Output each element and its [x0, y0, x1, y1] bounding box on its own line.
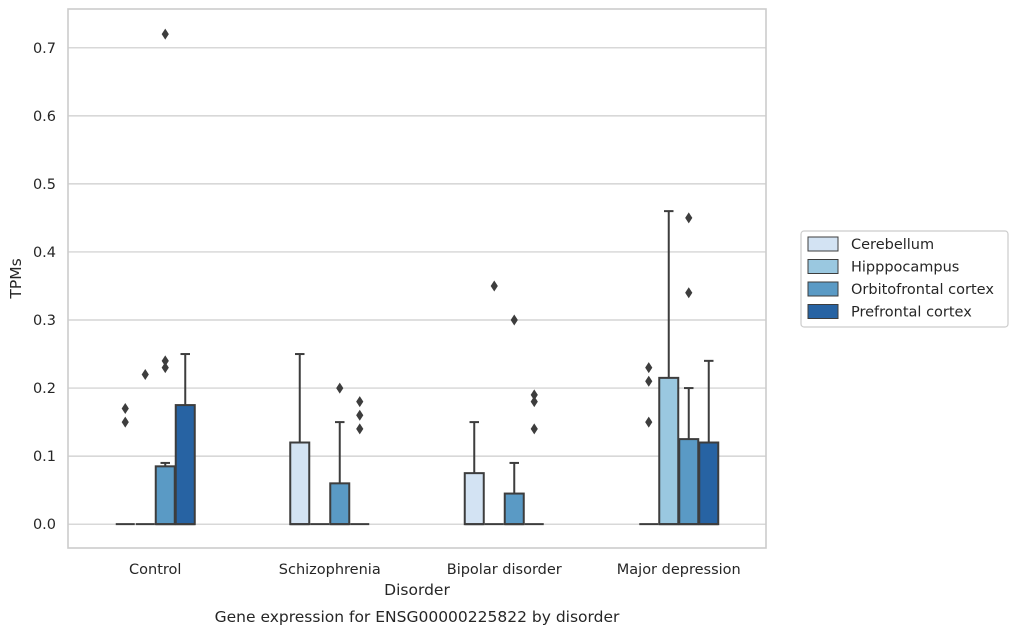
chart-caption: Gene expression for ENSG00000225822 by d…	[215, 608, 620, 626]
legend-label: Prefrontal cortex	[851, 305, 972, 321]
box-orbitofrontal-cortex	[154, 461, 176, 526]
plot-frame	[67, 8, 767, 549]
legend-swatch	[807, 281, 839, 297]
y-tick-label: 0.6	[33, 109, 56, 125]
x-tick-label: Bipolar disorder	[447, 562, 562, 578]
outlier-point	[121, 416, 129, 428]
outlier-point	[336, 382, 344, 394]
box-orbitofrontal-cortex	[329, 421, 351, 526]
outlier-point	[356, 409, 364, 421]
legend-frame	[800, 230, 1009, 328]
outlier-point	[141, 368, 149, 380]
y-tick-label: 0.4	[33, 245, 56, 261]
legend-label: Cerebellum	[851, 237, 934, 253]
y-tick-label: 0.3	[33, 313, 56, 329]
outlier-point	[645, 416, 653, 428]
legend: Cerebellum Hipppocampus Orbitofrontal cort…	[800, 230, 1009, 328]
y-axis-label: TPMs	[7, 258, 25, 299]
x-tick-label: Control	[129, 562, 181, 578]
outlier-point	[530, 389, 538, 401]
box-body	[329, 482, 351, 526]
legend-swatch	[807, 259, 839, 274]
y-tick-label: 0.2	[33, 381, 56, 397]
outlier-point	[161, 355, 169, 367]
box-series	[115, 210, 720, 526]
legend-label: Orbitofrontal cortex	[851, 282, 994, 298]
outlier-point	[356, 396, 364, 408]
box-prefrontal-cortex	[174, 353, 196, 526]
box-orbitofrontal-cortex	[678, 387, 700, 526]
box-orbitofrontal-cortex	[503, 461, 525, 526]
outlier-point	[645, 375, 653, 387]
outlier-point	[510, 314, 518, 326]
box-cerebellum	[289, 353, 311, 526]
box-body	[698, 441, 720, 526]
legend-items: Cerebellum Hipppocampus Orbitofrontal cort…	[807, 236, 994, 321]
outlier-point	[685, 212, 693, 224]
outlier-point	[685, 287, 693, 299]
y-tick-labels: 0.0 0.1 0.2 0.3 0.4 0.5 0.6 0.7	[33, 41, 56, 533]
box-body	[503, 492, 525, 526]
x-tick-labels: Control Schizophrenia Bipolar disorder Majo…	[129, 562, 741, 578]
outlier-point	[645, 362, 653, 374]
outlier-point	[490, 280, 498, 292]
box-cerebellum	[463, 421, 485, 526]
outlier-point	[530, 423, 538, 435]
box-body	[174, 404, 196, 526]
legend-label: Hipppocampus	[851, 260, 959, 276]
outlier-point	[161, 28, 169, 40]
x-axis-label: Disorder	[384, 581, 450, 599]
legend-swatch	[807, 236, 839, 252]
outliers	[121, 28, 693, 435]
legend-swatch	[807, 304, 839, 319]
box-body	[289, 441, 311, 526]
box-body	[154, 465, 176, 526]
outlier-point	[161, 362, 169, 374]
y-tick-label: 0.7	[33, 41, 56, 57]
y-tick-label: 0.1	[33, 449, 56, 465]
box-body	[678, 438, 700, 526]
outlier-point	[356, 423, 364, 435]
x-tick-label: Major depression	[617, 562, 741, 578]
box-hipppocampus	[658, 210, 680, 526]
box-prefrontal-cortex	[698, 359, 720, 526]
outlier-point	[121, 402, 129, 414]
x-tick-label: Schizophrenia	[279, 562, 381, 578]
y-tick-label: 0.0	[33, 517, 56, 533]
outlier-point	[530, 396, 538, 408]
y-tick-label: 0.5	[33, 177, 56, 193]
box-body	[463, 472, 485, 526]
box-body	[658, 376, 680, 526]
